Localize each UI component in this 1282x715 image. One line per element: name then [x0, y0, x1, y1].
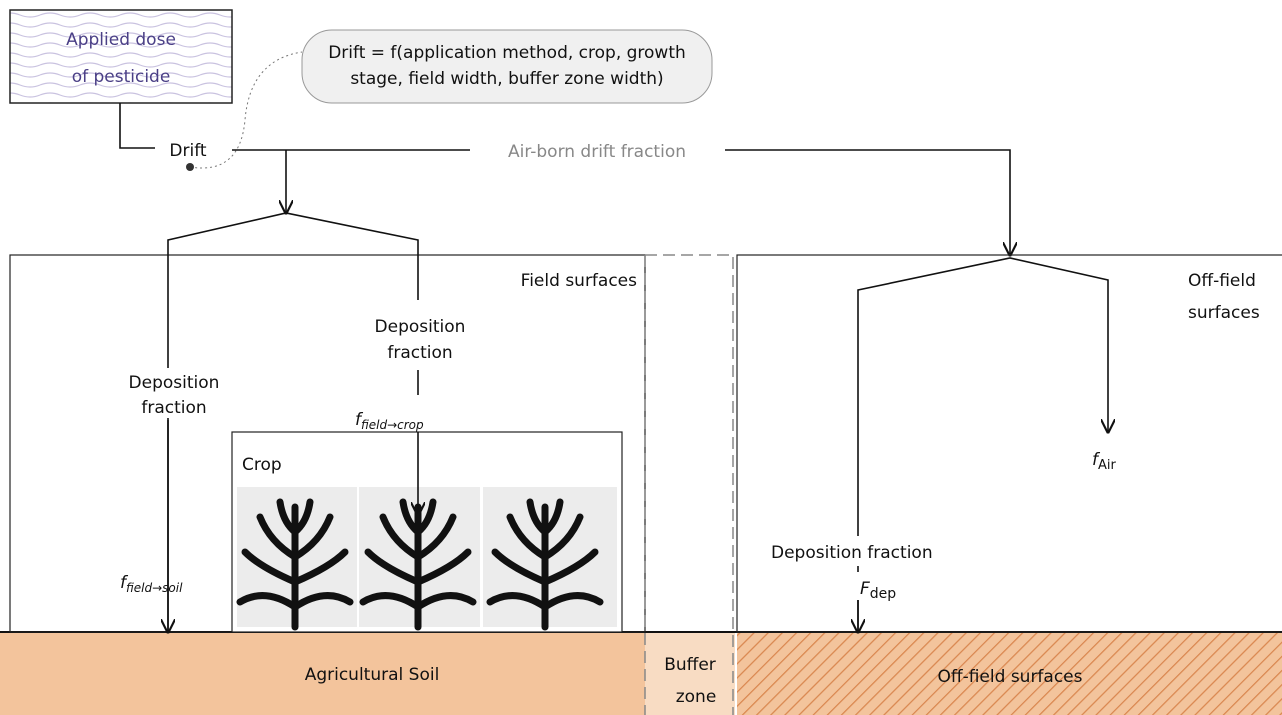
drift-label: Drift	[169, 141, 206, 161]
deposition-label: fraction	[387, 343, 452, 363]
soil-label: Agricultural Soil	[305, 665, 440, 685]
callout-text: stage, field width, buffer zone width)	[350, 69, 663, 89]
callout-dot	[186, 163, 194, 171]
offfield-title: Off-field	[1188, 271, 1256, 291]
source-text: of pesticide	[72, 67, 171, 87]
deposition-label: Deposition	[129, 373, 220, 393]
callout-box	[302, 30, 712, 103]
source-box	[10, 10, 232, 103]
buffer-label: Buffer	[664, 655, 716, 675]
deposition-label: fraction	[141, 398, 206, 418]
buffer-label: zone	[676, 687, 717, 707]
diagram: Agricultural Soil Off-field surfaces Buf…	[0, 0, 1282, 715]
deposition-label: Deposition fraction	[771, 543, 933, 563]
offfield-soil-label: Off-field surfaces	[938, 667, 1083, 687]
field-title: Field surfaces	[521, 271, 637, 291]
airborne-label: Air-born drift fraction	[508, 142, 686, 162]
source-text: Applied dose	[66, 30, 176, 50]
f-air: fAir	[1092, 450, 1117, 473]
callout-text: Drift = f(application method, crop, grow…	[328, 43, 686, 63]
connector	[120, 103, 155, 148]
drift-line	[232, 150, 1010, 255]
f-crop: ffield→crop	[355, 410, 424, 432]
crop-label: Crop	[242, 455, 282, 475]
offfield-title: surfaces	[1188, 303, 1260, 323]
deposition-label: Deposition	[375, 317, 466, 337]
f-soil: ffield→soil	[120, 573, 183, 595]
